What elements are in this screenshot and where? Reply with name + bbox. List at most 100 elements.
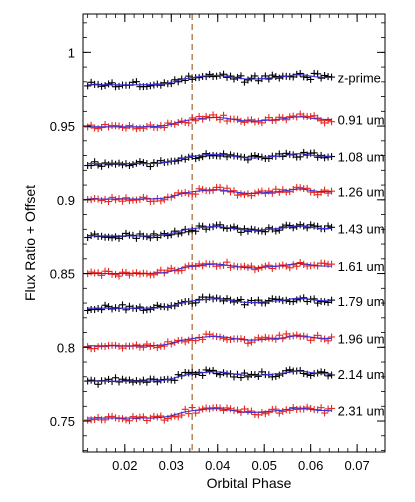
model-line xyxy=(87,225,332,237)
x-tick-label: 0.05 xyxy=(252,458,277,473)
series-label: z-prime xyxy=(338,70,381,85)
data-point xyxy=(108,234,116,242)
data-point xyxy=(296,153,304,161)
model-line xyxy=(87,335,332,347)
data-point xyxy=(279,407,287,415)
data-point xyxy=(143,82,151,90)
data-point xyxy=(122,416,130,424)
data-point xyxy=(94,125,102,133)
data-point xyxy=(237,117,245,125)
y-axis-label: Flux Ratio + Offset xyxy=(22,185,38,301)
data-point xyxy=(275,371,283,379)
model-line xyxy=(87,297,332,309)
data-point xyxy=(139,343,147,351)
data-point xyxy=(129,378,137,386)
data-point xyxy=(150,412,158,420)
data-point xyxy=(101,159,109,167)
data-point xyxy=(240,191,248,199)
data-point xyxy=(282,188,290,196)
data-point xyxy=(251,72,259,80)
data-point xyxy=(286,264,294,272)
model-line xyxy=(87,262,332,275)
y-tick-label: 0.95 xyxy=(50,119,75,134)
data-point xyxy=(188,226,196,234)
series-label: 0.91 um xyxy=(338,112,385,127)
data-point xyxy=(265,224,273,232)
data-point xyxy=(112,233,120,241)
data-point xyxy=(254,372,262,380)
data-point xyxy=(98,271,106,279)
data-point xyxy=(105,233,113,241)
data-point xyxy=(167,80,175,88)
data-point xyxy=(118,124,126,132)
data-point xyxy=(279,153,287,161)
data-point xyxy=(146,342,154,350)
data-point xyxy=(293,331,301,339)
data-point xyxy=(213,72,221,80)
data-point xyxy=(136,303,144,311)
data-point xyxy=(125,122,133,130)
data-point xyxy=(296,69,304,77)
data-point xyxy=(139,124,147,132)
data-point xyxy=(213,370,221,378)
data-point xyxy=(160,342,168,350)
data-point xyxy=(195,74,203,82)
data-point xyxy=(185,369,193,377)
data-point xyxy=(160,416,168,424)
data-point xyxy=(105,80,113,88)
data-point xyxy=(230,75,238,83)
data-point xyxy=(192,227,200,235)
data-point xyxy=(112,271,120,279)
data-point xyxy=(118,415,126,423)
data-point xyxy=(101,343,109,351)
data-point xyxy=(247,262,255,270)
data-point xyxy=(328,333,336,341)
data-point xyxy=(296,367,304,375)
data-point xyxy=(286,113,294,121)
data-point xyxy=(91,124,99,132)
data-point xyxy=(136,378,144,386)
data-point xyxy=(164,232,172,240)
data-point xyxy=(275,226,283,234)
data-point xyxy=(160,79,168,87)
data-point xyxy=(98,124,106,132)
data-point xyxy=(275,295,283,303)
data-point xyxy=(143,378,151,386)
data-point xyxy=(202,260,210,268)
data-point xyxy=(230,223,238,231)
data-point xyxy=(296,221,304,229)
data-point xyxy=(143,233,151,241)
series-label: 2.31 um xyxy=(338,404,385,419)
data-point xyxy=(202,404,210,412)
axes: 0.02 0.03 0.04 0.05 0.06 0.07 0.75 0.8 0.85 0.9 0.… xyxy=(50,13,386,473)
series-label: 1.08 um xyxy=(338,149,385,164)
data-point xyxy=(223,258,231,266)
data-point xyxy=(233,296,241,304)
data-point xyxy=(303,184,311,192)
data-point xyxy=(223,404,231,412)
y-tick-label: 0.75 xyxy=(50,414,75,429)
data-point xyxy=(328,371,336,379)
series-label: 1.43 um xyxy=(338,222,385,237)
data-point xyxy=(244,339,252,347)
data-point xyxy=(143,194,151,202)
data-point xyxy=(254,188,262,196)
data-point xyxy=(153,378,161,386)
data-point xyxy=(230,187,238,195)
data-point xyxy=(202,112,210,120)
data-point xyxy=(91,306,99,314)
data-point xyxy=(87,268,95,276)
data-point xyxy=(321,298,329,306)
data-point xyxy=(317,368,325,376)
data-point xyxy=(213,294,221,302)
data-point xyxy=(150,159,158,167)
data-point xyxy=(94,380,102,388)
model-line xyxy=(87,116,332,128)
data-point xyxy=(132,377,140,385)
data-point xyxy=(199,153,207,161)
data-point xyxy=(199,185,207,193)
data-point xyxy=(209,366,217,374)
data-point xyxy=(129,231,137,239)
y-tick-label: 1 xyxy=(68,45,75,60)
data-point xyxy=(227,335,235,343)
